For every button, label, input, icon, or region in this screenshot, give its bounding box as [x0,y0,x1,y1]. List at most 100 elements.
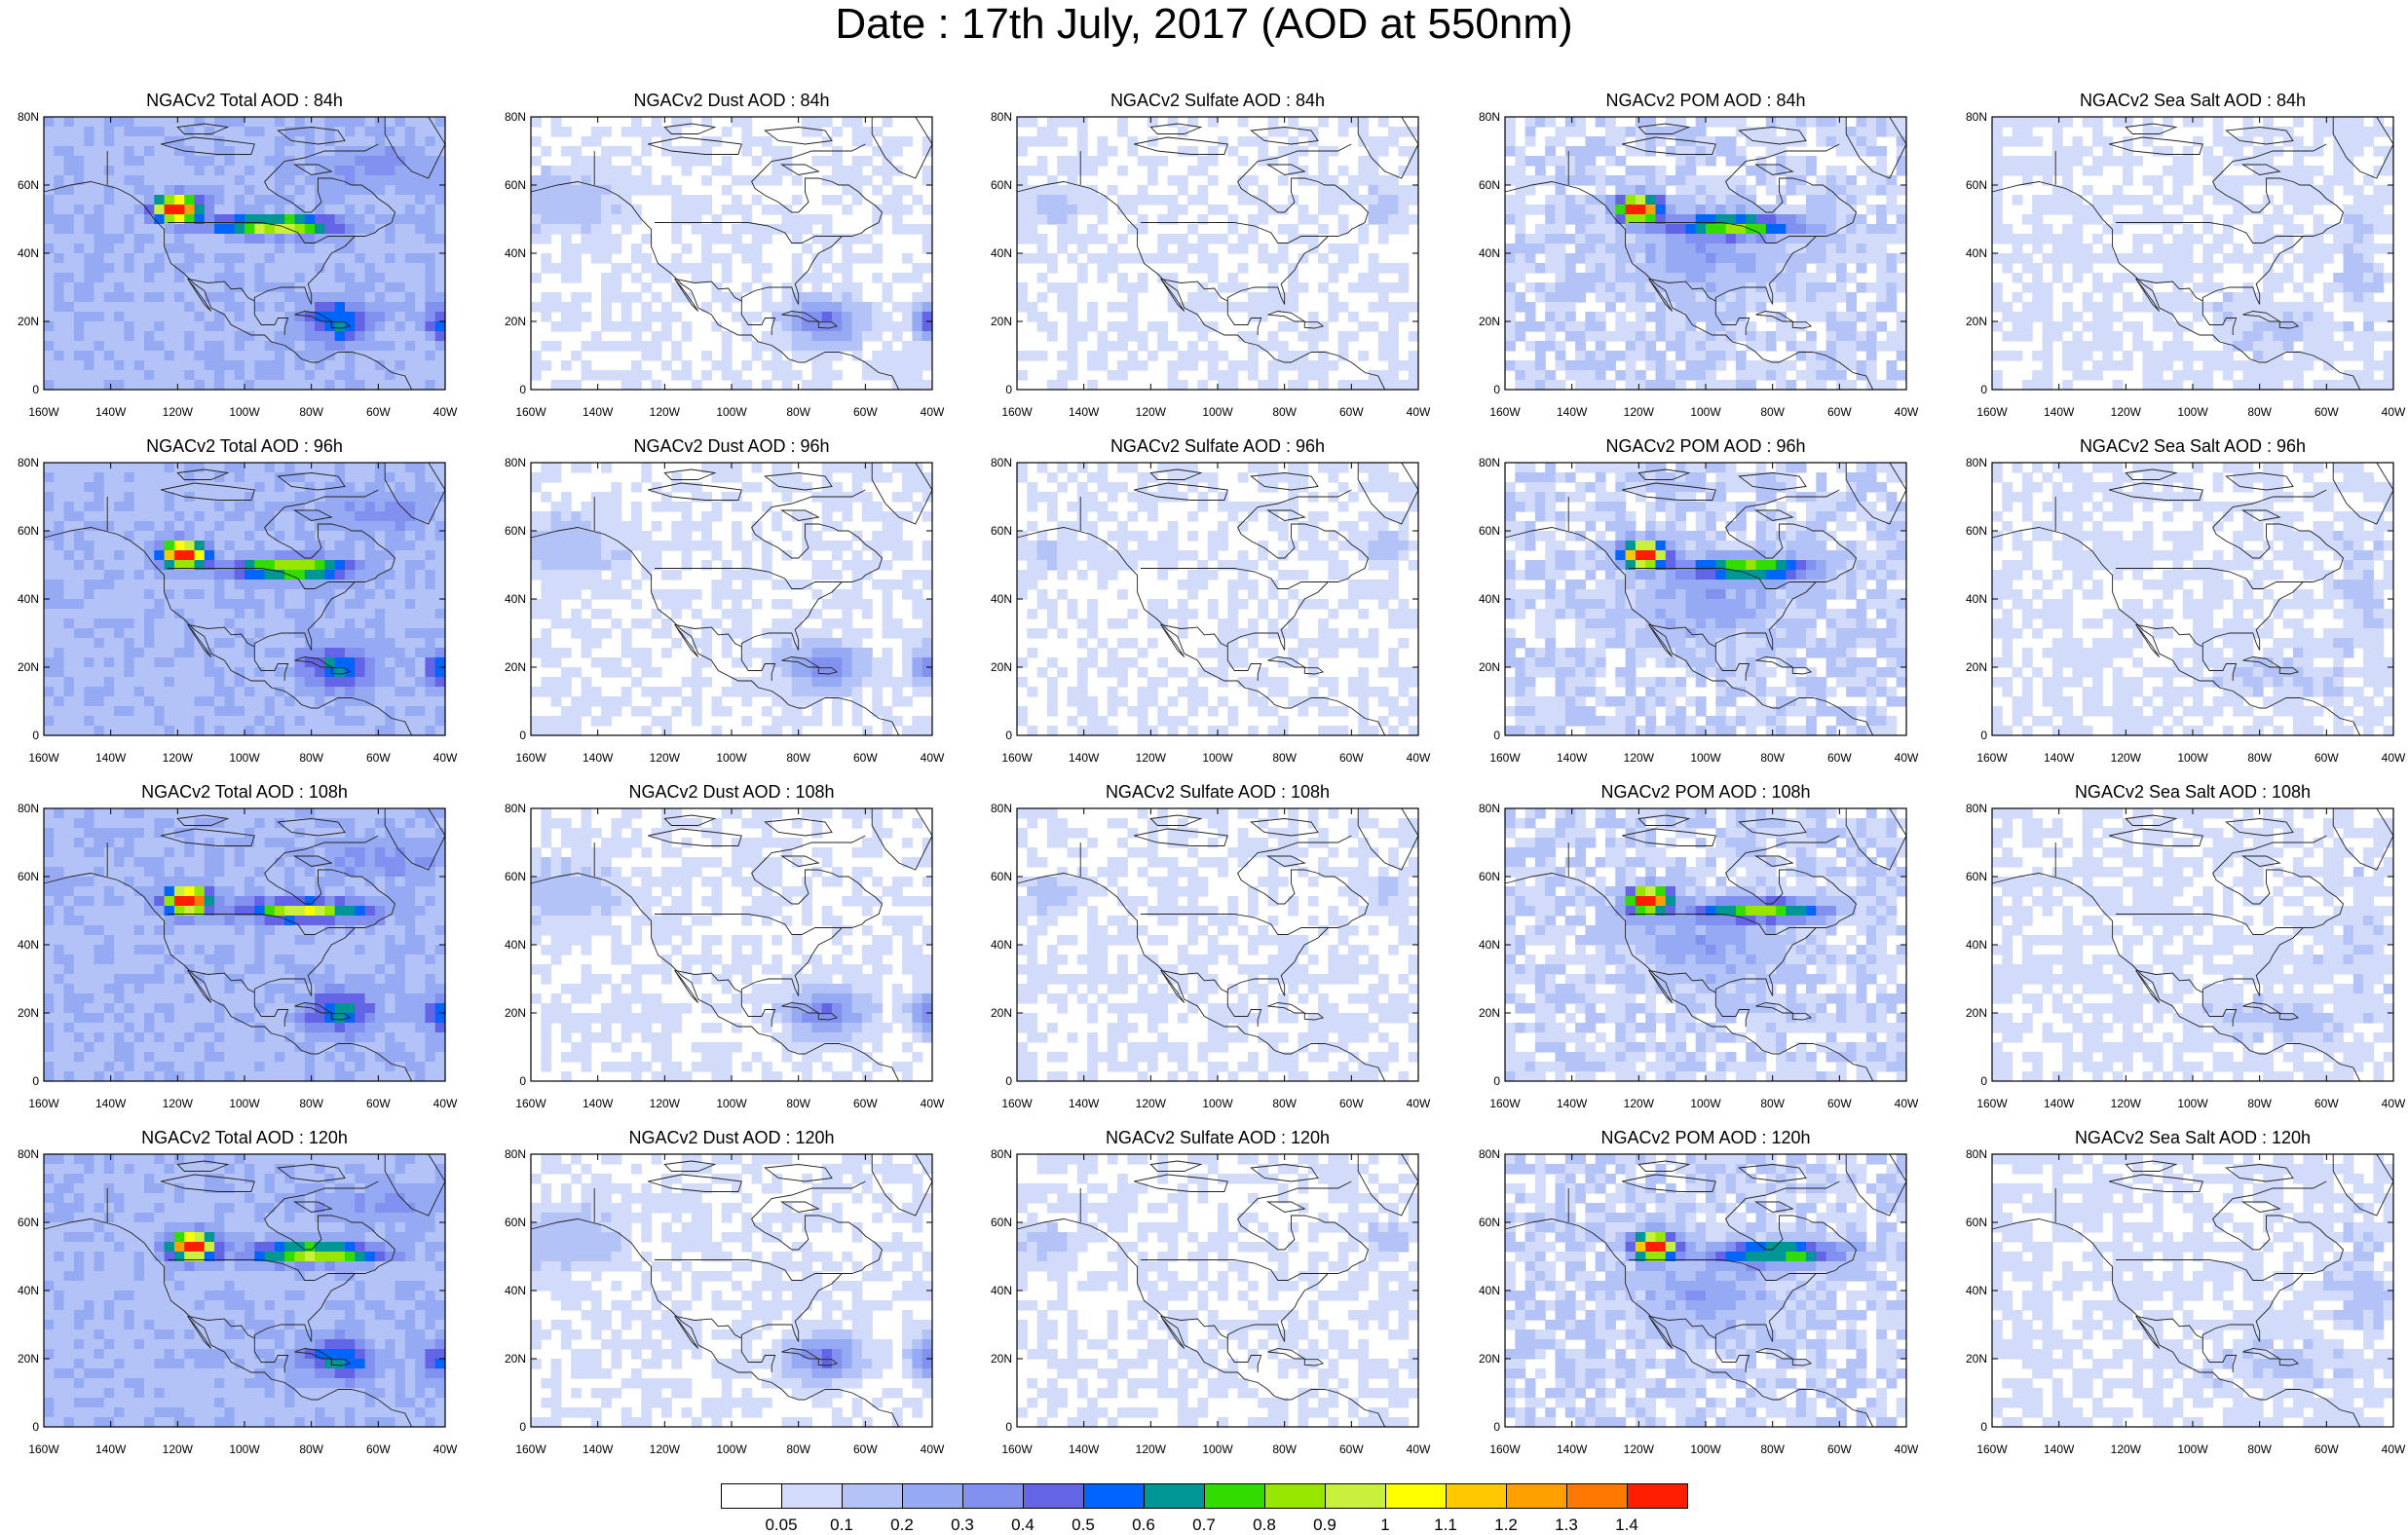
lat-tick-label: 40N [0,1284,39,1297]
lat-tick-label: 0 [0,1074,39,1088]
lat-tick-label: 20N [1948,1352,1987,1366]
aod-field [531,808,933,1082]
colorbar-label: 0.5 [1064,1516,1103,1535]
lon-tick-label: 100W [707,1097,756,1110]
lat-tick-label: 60N [0,524,39,538]
lon-tick-label: 120W [1614,1097,1663,1110]
lon-tick-label: 140W [574,751,622,765]
lat-tick-label: 0 [973,729,1012,742]
lat-tick-label: 40N [973,938,1012,952]
lat-tick-label: 20N [1461,660,1500,674]
lon-tick-label: 160W [507,1097,555,1110]
lon-tick-label: 40W [1394,1097,1443,1110]
lon-tick-label: 140W [574,1097,622,1110]
colorbar-label: 0.8 [1245,1516,1284,1535]
lon-tick-label: 100W [707,1442,756,1456]
aod-map [531,1154,932,1427]
lat-tick-label: 80N [973,110,1012,124]
lat-tick-label: 60N [1948,178,1987,192]
lon-tick-label: 60W [841,751,889,765]
lat-tick-label: 80N [973,1147,1012,1161]
lon-tick-label: 80W [1749,1442,1797,1456]
aod-field [1992,463,2394,736]
lon-tick-label: 60W [2302,1097,2351,1110]
lon-tick-label: 160W [993,751,1041,765]
colorbar-label: 0.9 [1305,1516,1344,1535]
lon-tick-label: 60W [354,405,402,419]
aod-map [1505,117,1906,390]
lon-tick-label: 80W [1260,1442,1309,1456]
aod-field [44,117,446,391]
lat-tick-label: 40N [1948,592,1987,606]
lat-tick-label: 40N [1461,1284,1500,1297]
aod-map [44,1154,445,1427]
lon-tick-label: 100W [1681,751,1730,765]
colorbar-swatch [1144,1483,1205,1509]
lat-tick-label: 80N [0,110,39,124]
lon-tick-label: 100W [1681,1097,1730,1110]
lat-tick-label: 40N [973,592,1012,606]
lat-tick-label: 60N [1948,870,1987,883]
lon-tick-label: 60W [1327,1097,1375,1110]
colorbar-swatch [781,1483,843,1509]
lon-tick-label: 100W [2168,751,2217,765]
lat-tick-label: 20N [1461,1352,1500,1366]
lon-tick-label: 120W [153,1097,202,1110]
lon-tick-label: 160W [993,405,1041,419]
lat-tick-label: 80N [487,110,526,124]
aod-map [44,463,445,735]
lon-tick-label: 40W [421,1442,470,1456]
lon-tick-label: 40W [1882,751,1931,765]
colorbar-swatch [1023,1483,1084,1509]
panel-title: NGACv2 Sea Salt AOD : 108h [1992,781,2393,803]
lat-tick-label: 0 [1461,729,1500,742]
aod-field [1992,808,2394,1082]
panel-title: NGACv2 Total AOD : 120h [44,1127,445,1148]
lon-tick-label: 100W [1193,1442,1242,1456]
lon-tick-label: 160W [507,405,555,419]
panel-title: NGACv2 Sea Salt AOD : 84h [1992,90,2393,111]
lon-tick-label: 160W [1481,405,1529,419]
lon-tick-label: 40W [421,405,470,419]
lat-tick-label: 0 [487,1420,526,1434]
lon-tick-label: 140W [87,1097,135,1110]
lon-tick-label: 80W [774,405,823,419]
colorbar-swatch [1627,1483,1688,1509]
lon-tick-label: 120W [1126,1442,1175,1456]
lat-tick-label: 40N [487,1284,526,1297]
colorbar-swatch [1204,1483,1265,1509]
lat-tick-label: 0 [1461,1074,1500,1088]
lat-tick-label: 0 [1948,1420,1987,1434]
panel-title: NGACv2 Total AOD : 84h [44,90,445,111]
lat-tick-label: 80N [487,802,526,815]
lat-tick-label: 60N [1948,1216,1987,1229]
lon-tick-label: 80W [2236,405,2284,419]
lon-tick-label: 80W [287,405,336,419]
lon-tick-label: 40W [1394,405,1443,419]
lat-tick-label: 20N [0,1352,39,1366]
aod-map [531,808,932,1081]
lat-tick-label: 80N [1461,1147,1500,1161]
lon-tick-label: 60W [841,405,889,419]
lat-tick-label: 40N [0,938,39,952]
aod-map [531,117,932,390]
aod-field [531,1154,933,1428]
lon-tick-label: 80W [2236,1097,2284,1110]
lat-tick-label: 60N [1461,178,1500,192]
colorbar-label: 0.7 [1185,1516,1223,1535]
lat-tick-label: 40N [1461,592,1500,606]
lon-tick-label: 60W [1327,751,1375,765]
aod-map [1505,463,1906,735]
panel-title: NGACv2 Sulfate AOD : 108h [1017,781,1418,803]
lon-tick-label: 80W [774,751,823,765]
lat-tick-label: 40N [487,938,526,952]
panel-title: NGACv2 Dust AOD : 96h [531,435,932,457]
lon-tick-label: 140W [1548,405,1597,419]
lon-tick-label: 120W [1126,405,1175,419]
lon-tick-label: 80W [2236,1442,2284,1456]
